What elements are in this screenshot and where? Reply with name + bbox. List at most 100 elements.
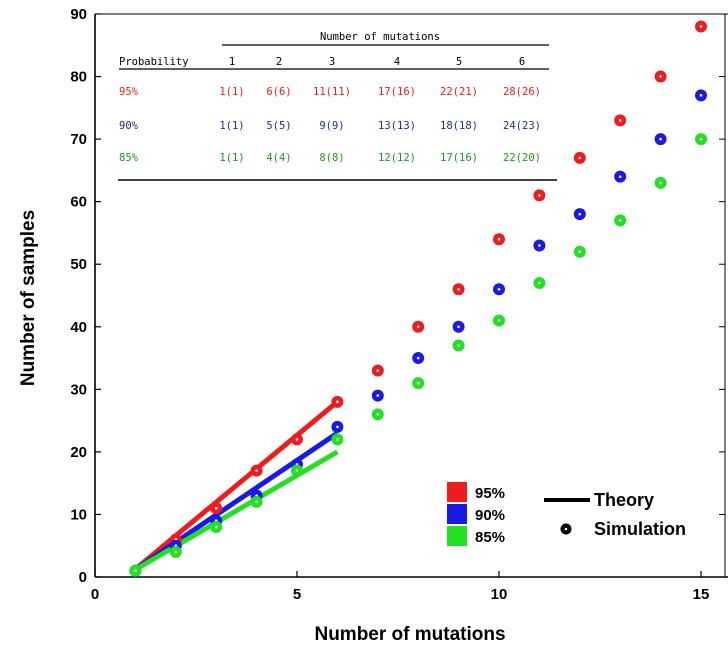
table-cell: 9(9)	[319, 120, 344, 132]
table-column-header: 6	[519, 56, 525, 68]
table-cell: 22(21)	[440, 86, 478, 98]
legend: 95% 90% 85% Theory Simulation	[447, 482, 686, 546]
point-center	[336, 438, 339, 441]
legend-swatch	[447, 526, 467, 546]
y-tick-label: 10	[70, 506, 87, 523]
table-group-header: Number of mutations	[320, 31, 440, 43]
table-cell: 4(4)	[266, 152, 291, 164]
point-center	[618, 119, 622, 122]
point-center	[255, 500, 258, 504]
table-cell: 17(16)	[440, 152, 478, 164]
legend-simulation-label: Simulation	[594, 519, 686, 539]
point-center	[376, 394, 380, 397]
point-center	[578, 250, 582, 254]
point-center	[618, 175, 622, 178]
point-center	[174, 550, 178, 554]
theory-line-85	[132, 449, 339, 573]
legend-swatch	[447, 482, 467, 502]
table-cell: 1(1)	[219, 120, 244, 132]
point-center	[416, 356, 420, 360]
table-cell: 22(20)	[503, 152, 541, 164]
table-cell: 6(6)	[266, 86, 291, 98]
table-cell: 1(1)	[219, 86, 244, 98]
table-cell: 18(18)	[440, 120, 478, 132]
table-cell: 1(1)	[219, 152, 244, 164]
point-center	[699, 137, 703, 141]
y-tick-label: 80	[70, 69, 87, 86]
legend-swatch	[447, 504, 467, 524]
point-center	[336, 400, 339, 404]
table-column-header: 4	[394, 56, 400, 68]
table-cell: 8(8)	[319, 152, 344, 164]
point-center	[336, 425, 339, 429]
point-center	[699, 25, 703, 28]
point-center	[659, 181, 662, 185]
point-center	[376, 369, 380, 372]
table-column-header: 1	[229, 56, 235, 68]
table-column-header: 5	[456, 56, 462, 68]
point-center	[255, 469, 258, 472]
point-center	[497, 287, 501, 291]
legend-label: 95%	[475, 485, 505, 502]
simulation-points	[129, 20, 707, 577]
point-center	[214, 525, 218, 529]
point-center	[497, 237, 501, 241]
y-tick-label: 30	[70, 381, 87, 398]
theory-lines	[131, 399, 339, 573]
table-column-header: 3	[329, 56, 335, 68]
point-center	[416, 381, 420, 385]
point-center	[497, 319, 501, 322]
y-tick-label: 60	[70, 194, 87, 211]
point-center	[376, 413, 380, 416]
point-center	[578, 156, 582, 160]
y-tick-label: 0	[79, 569, 87, 586]
point-center	[457, 287, 460, 291]
table-row-header: Probability	[119, 56, 189, 68]
point-center	[457, 325, 460, 329]
point-center	[457, 344, 460, 347]
table-cell: 28(26)	[503, 86, 541, 98]
x-tick-label: 15	[693, 586, 710, 603]
table-row-label: 90%	[119, 120, 139, 132]
point-center	[214, 506, 218, 510]
point-center	[134, 569, 137, 573]
point-center	[659, 75, 662, 78]
legend-theory-label: Theory	[594, 490, 654, 510]
point-center	[416, 325, 420, 329]
point-center	[295, 469, 299, 472]
point-center	[578, 212, 582, 216]
point-center	[618, 219, 622, 222]
point-center	[538, 281, 541, 285]
theory-line-90	[132, 431, 339, 573]
table-cell: 17(16)	[378, 86, 416, 98]
table-row-label: 85%	[119, 152, 139, 164]
point-center	[699, 94, 703, 97]
table-cell: 24(23)	[503, 120, 541, 132]
inset-table: Number of mutations Probability 1 2 3 4 5 6 95% 1…	[118, 31, 557, 181]
x-tick-label: 5	[293, 586, 301, 603]
x-tick-label: 10	[491, 586, 508, 603]
table-column-header: 2	[276, 56, 282, 68]
y-tick-label: 90	[70, 6, 87, 23]
y-tick-label: 40	[70, 319, 87, 336]
legend-label: 90%	[475, 507, 505, 524]
x-tick-label: 0	[91, 586, 99, 603]
y-tick-label: 70	[70, 131, 87, 148]
theory-line-95	[131, 399, 339, 573]
point-center	[538, 244, 541, 247]
table-cell: 5(5)	[266, 120, 291, 132]
table-cell: 13(13)	[378, 120, 416, 132]
legend-simulation-marker-center	[564, 527, 568, 531]
point-center	[659, 137, 662, 141]
point-center	[295, 438, 299, 441]
y-tick-label: 20	[70, 444, 87, 461]
legend-label: 85%	[475, 529, 505, 546]
table-cell: 12(12)	[378, 152, 416, 164]
table-row-label: 95%	[119, 86, 139, 98]
table-cell: 11(11)	[313, 86, 351, 98]
y-tick-label: 50	[70, 256, 87, 273]
point-center	[538, 194, 541, 197]
y-axis-label: Number of samples	[18, 210, 39, 386]
x-axis-label: Number of mutations	[314, 624, 505, 645]
